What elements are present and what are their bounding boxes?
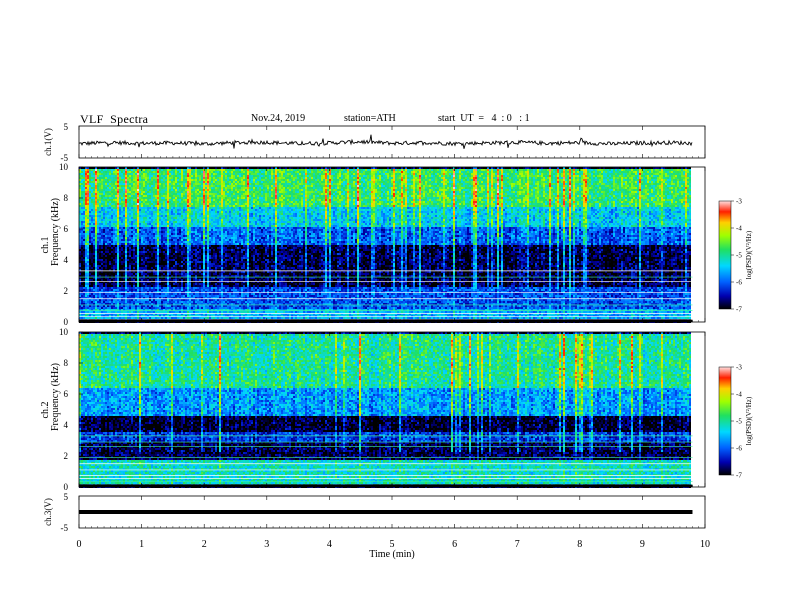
ch2-colorbar-label: log(PSD)(V²/Hz) [745, 396, 753, 445]
freq-tick-label: 6 [64, 224, 69, 234]
ch1-colorbar-label: log(PSD)(V²/Hz) [745, 230, 753, 279]
freq-tick-label: 10 [59, 327, 69, 337]
freq-tick-label: 0 [64, 482, 69, 492]
ch2-spectrogram [79, 332, 705, 488]
no-data-strip [692, 332, 705, 487]
freq-tick-label: 2 [64, 451, 69, 461]
ch1-waveform-frame [79, 126, 705, 158]
colorbar-tick-label: -4 [736, 225, 742, 233]
time-tick-label: 3 [264, 539, 269, 550]
freq-tick-label: 8 [64, 193, 69, 203]
time-axis-label: Time (min) [369, 549, 414, 560]
colorbar-tick-label: -4 [736, 391, 742, 399]
colorbar-tick-label: -5 [736, 252, 742, 260]
freq-tick-label: 2 [64, 286, 69, 296]
colorbar-tick-label: -7 [736, 306, 742, 314]
time-tick-label: 4 [327, 539, 332, 550]
ch1-waveform-ylabel: ch.1(V) [43, 128, 53, 156]
time-tick-label: 0 [77, 539, 82, 550]
colorbar-tick-label: -5 [736, 418, 742, 426]
ch3-ytick-top: 5 [64, 492, 69, 502]
ch2-colorbar [719, 367, 731, 475]
time-tick-label: 6 [452, 539, 457, 550]
ch1-ytick-top: 5 [64, 122, 69, 132]
freq-tick-label: 10 [59, 162, 69, 172]
ch3-waveform-ylabel: ch.3(V) [43, 498, 53, 526]
no-data-strip [692, 167, 705, 322]
time-tick-label: 1 [139, 539, 144, 550]
time-tick-label: 8 [577, 539, 582, 550]
time-tick-label: 7 [515, 539, 520, 550]
colorbar-tick-label: -6 [736, 445, 742, 453]
time-tick-label: 2 [202, 539, 207, 550]
freq-tick-label: 4 [64, 420, 69, 430]
ch1-spectrogram [79, 167, 705, 323]
ch1-waveform-panel: 5 -5 ch.1(V) [43, 122, 705, 163]
ch1-colorbar [719, 201, 731, 309]
freq-tick-label: 4 [64, 255, 69, 265]
freq-tick-label: 6 [64, 389, 69, 399]
colorbar-tick-label: -3 [736, 364, 742, 372]
colorbar-tick-label: -6 [736, 279, 742, 287]
freq-tick-label: 0 [64, 317, 69, 327]
ch2-spec-ylabel: Frequency (kHz) [50, 363, 61, 431]
freq-tick-label: 8 [64, 358, 69, 368]
time-tick-label: 9 [640, 539, 645, 550]
colorbar-tick-label: -7 [736, 472, 742, 480]
colorbar-tick-label: -3 [736, 198, 742, 206]
ch1-waveform-line [79, 135, 692, 149]
ch1-spec-ylabel: Frequency (kHz) [50, 198, 61, 266]
time-tick-label: 10 [700, 539, 710, 550]
ch3-ytick-bottom: -5 [61, 523, 69, 533]
ch3-waveform-panel: 5 -5 ch.3(V) [43, 492, 705, 533]
